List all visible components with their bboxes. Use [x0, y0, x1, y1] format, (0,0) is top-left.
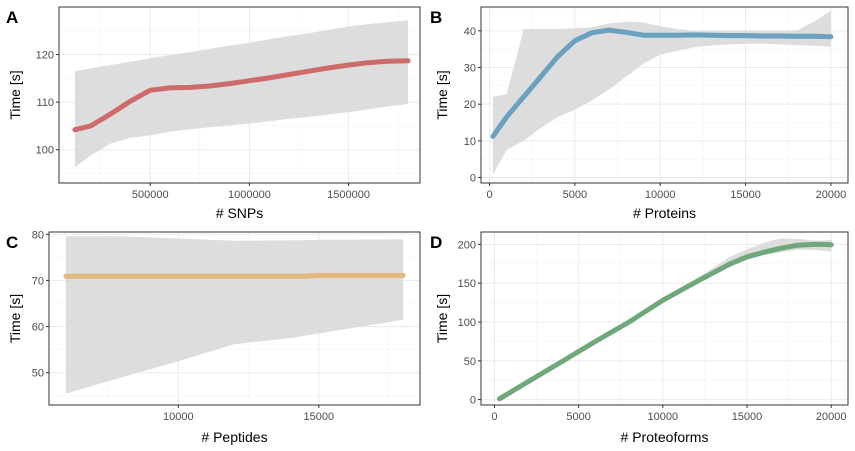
series-line	[497, 241, 834, 402]
x-tick-label: 15000	[304, 411, 335, 423]
x-tick-label: 5000	[563, 189, 587, 201]
y-tick-label: 60	[32, 322, 44, 334]
x-tick-label: 10000	[645, 189, 676, 201]
y-tick-label: 0	[470, 173, 476, 185]
y-tick-label: 20	[464, 99, 476, 111]
y-tick-label: 100	[458, 317, 476, 329]
confidence-ribbon	[492, 10, 831, 175]
x-tick-label: 1000000	[228, 189, 271, 201]
series-line	[72, 58, 411, 133]
y-tick-label: 50	[464, 356, 476, 368]
y-tick-label: 40	[464, 26, 476, 38]
panel-border	[480, 231, 849, 406]
x-tick-label: 10000	[648, 411, 679, 423]
confidence-ribbon	[74, 20, 409, 168]
x-axis-title: # Peptides	[201, 429, 267, 445]
x-axis-title: # SNPs	[216, 205, 263, 221]
panel-letter: C	[6, 233, 18, 252]
panel-c: 10000 15000 50 60 70 80 # Peptides Time [s] C	[6, 229, 421, 445]
panel-letter: A	[6, 8, 18, 27]
x-tick-label: 5000	[566, 411, 590, 423]
y-axis-title: Time [s]	[7, 70, 23, 119]
y-tick-label: 110	[36, 97, 54, 109]
y-axis-title: Time [s]	[7, 294, 23, 343]
x-tick-label: 15000	[730, 189, 761, 201]
y-tick-label: 200	[458, 239, 476, 251]
x-tick-label: 20000	[816, 189, 847, 201]
panel-a: 500000 1000000 1500000 100 110 120 # SNPs Time …	[6, 6, 421, 221]
x-tick-label: 20000	[816, 411, 847, 423]
y-tick-label: 150	[458, 278, 476, 290]
panel-letter: D	[430, 233, 442, 252]
panel-b: 0 5000 10000 15000 20000 0 10 20 30 40 # Proteins T…	[430, 6, 849, 221]
x-axis-title: # Proteins	[633, 205, 696, 221]
x-axis-title: # Proteoforms	[621, 429, 709, 445]
y-tick-label: 80	[32, 229, 44, 241]
y-tick-label: 10	[464, 136, 476, 148]
x-tick-label: 15000	[732, 411, 763, 423]
y-tick-label: 30	[464, 63, 476, 75]
panel-border	[58, 6, 421, 184]
series-line	[490, 27, 834, 139]
x-tick-label: 1500000	[327, 189, 370, 201]
y-tick-label: 70	[32, 275, 44, 287]
x-tick-label: 10000	[163, 411, 194, 423]
y-tick-label: 120	[36, 50, 54, 62]
y-axis-title: Time [s]	[434, 294, 450, 343]
panel-letter: B	[430, 8, 442, 27]
y-tick-label: 100	[36, 145, 54, 157]
panel-border	[480, 6, 849, 184]
x-tick-label: 0	[486, 189, 492, 201]
series-line	[63, 272, 406, 279]
panel-d: 0 5000 10000 15000 20000 0 50 100 150 200 # Proteo…	[430, 231, 849, 445]
y-tick-label: 0	[470, 395, 476, 407]
x-tick-label: 500000	[132, 189, 169, 201]
x-tick-label: 0	[491, 411, 497, 423]
y-tick-label: 50	[32, 368, 44, 380]
y-axis-title: Time [s]	[434, 70, 450, 119]
panel-border	[48, 231, 421, 406]
